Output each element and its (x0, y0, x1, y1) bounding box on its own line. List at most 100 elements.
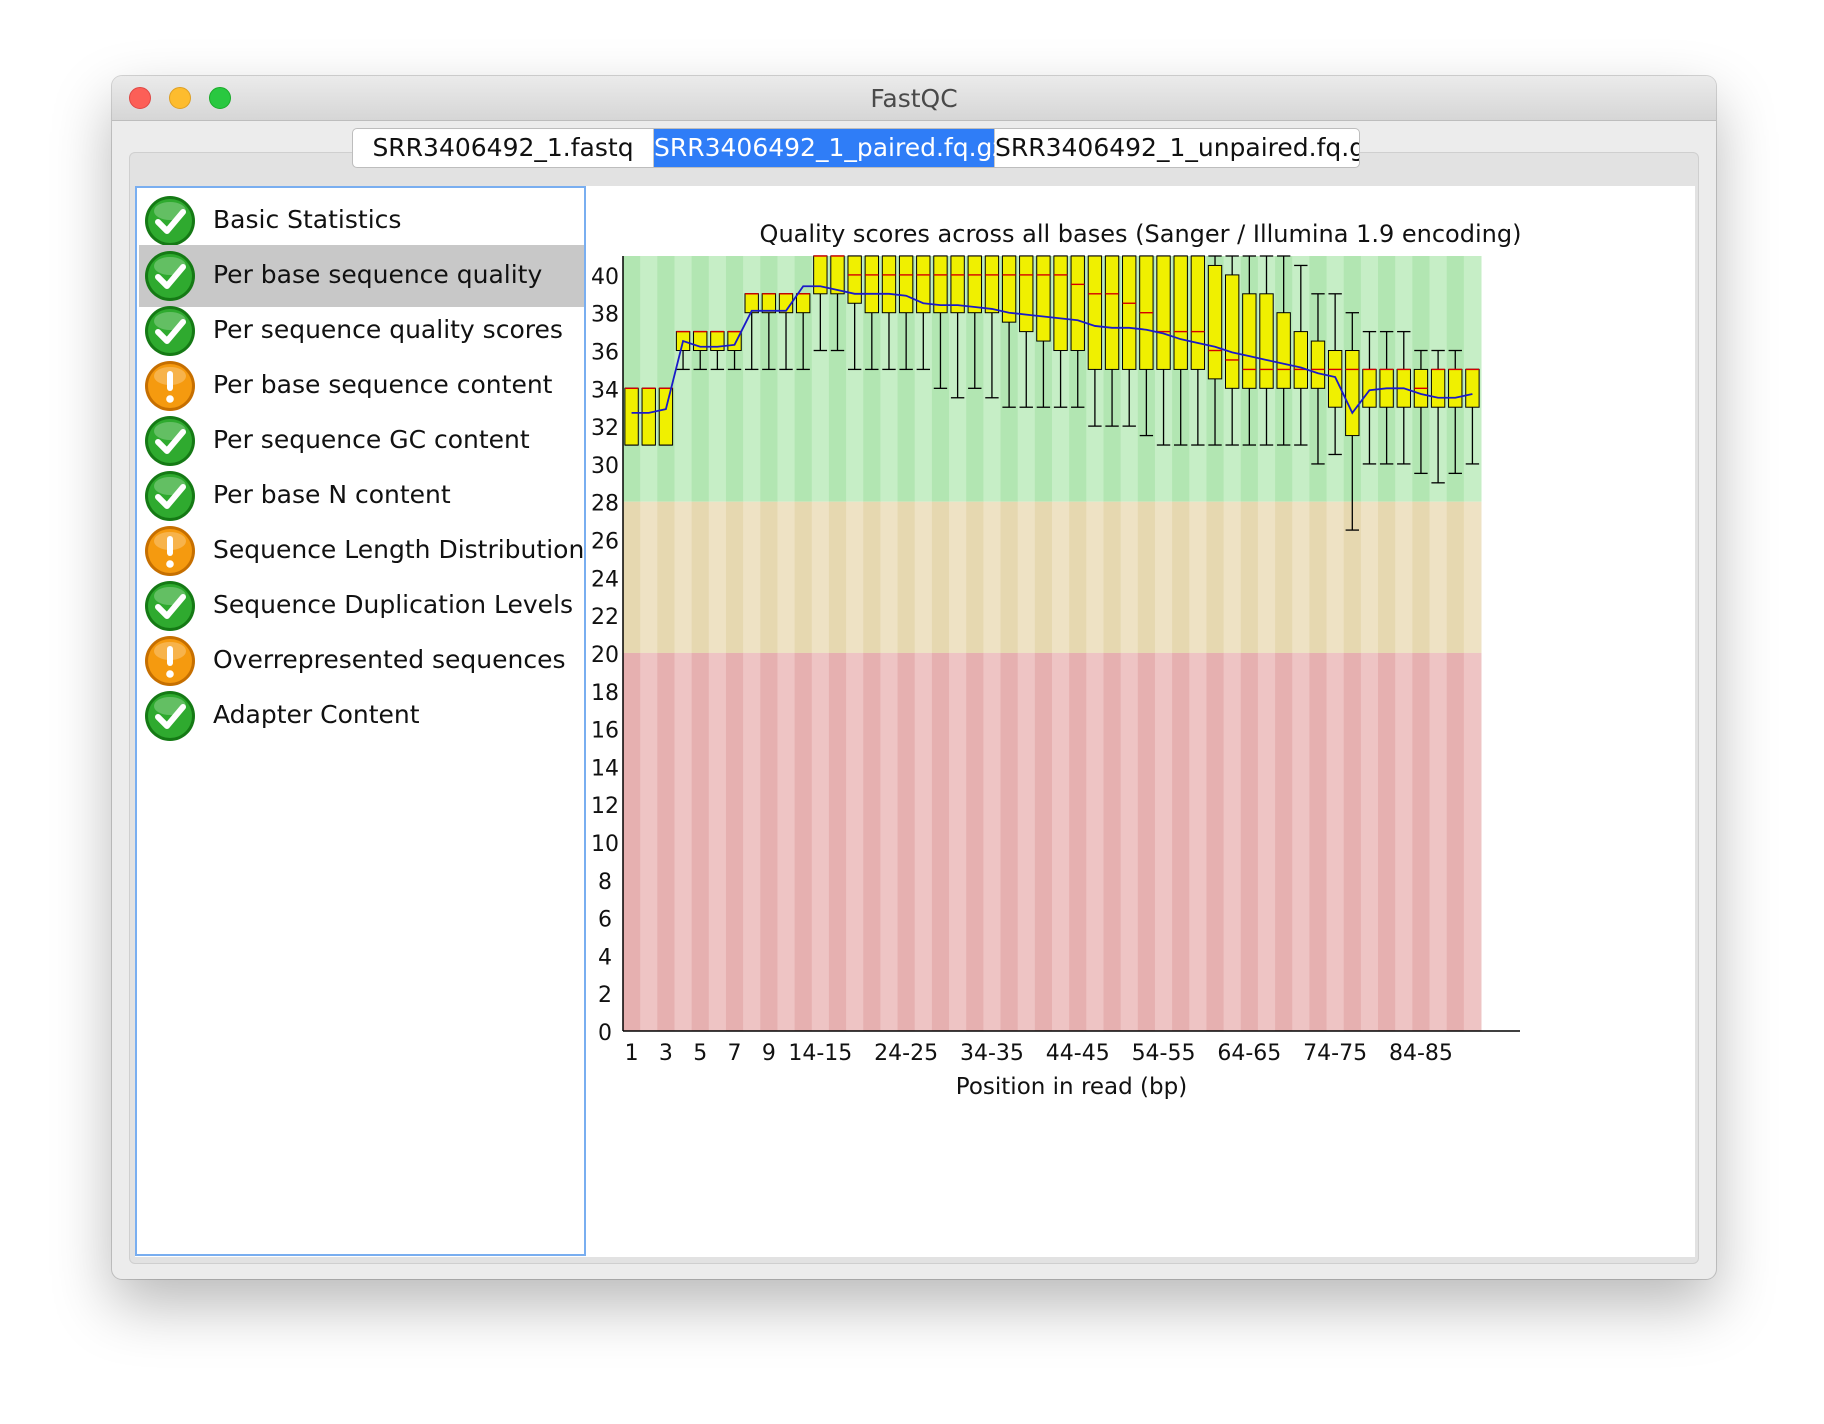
zone-good-stripe (914, 256, 933, 502)
box (710, 331, 725, 352)
warning-icon (143, 524, 197, 578)
zone-warn-stripe (1103, 501, 1122, 653)
x-tick-label: 3 (659, 1041, 673, 1066)
module-item-sequence-duplication-levels[interactable]: Sequence Duplication Levels (139, 575, 584, 637)
y-tick-label: 28 (591, 492, 619, 517)
zone-warn-stripe (1395, 501, 1413, 653)
box (1310, 340, 1326, 389)
x-tick-label: 74-75 (1303, 1041, 1367, 1066)
zone-warn-stripe (1223, 501, 1242, 653)
box (1276, 312, 1291, 389)
file-tabs: SRR3406492_1.fastq SRR3406492_1_paired.f… (352, 128, 1360, 168)
box (744, 293, 759, 314)
x-tick-label: 54-55 (1132, 1041, 1196, 1066)
zone-good-stripe (863, 256, 881, 502)
zone-bad-stripe (657, 652, 675, 1031)
box (898, 255, 914, 314)
box (1259, 293, 1274, 389)
zone-good-stripe (708, 256, 727, 502)
title-bar: FastQC (112, 76, 1716, 121)
module-item-per-base-n-content[interactable]: Per base N content (139, 465, 584, 527)
zone-warn-stripe (760, 501, 778, 653)
zone-warn-stripe (1463, 501, 1482, 653)
zone-bad-stripe (674, 652, 693, 1031)
zone-bad-stripe (794, 652, 813, 1031)
zone-bad-stripe (1137, 652, 1156, 1031)
module-item-overrepresented-sequences[interactable]: Overrepresented sequences (139, 630, 584, 692)
module-label: Per base sequence content (213, 370, 553, 399)
box (1224, 274, 1240, 389)
module-item-per-sequence-quality-scores[interactable]: Per sequence quality scores (139, 300, 584, 362)
zone-good-stripe (743, 256, 761, 502)
zone-warn-stripe (931, 501, 950, 653)
tab-unpaired[interactable]: SRR3406492_1_unpaired.fq.gz (995, 133, 1360, 162)
zone-warn-stripe (846, 501, 864, 653)
zone-bad-stripe (1326, 652, 1345, 1031)
zone-warn-stripe (1189, 501, 1207, 653)
zone-warn-stripe (983, 501, 1002, 653)
zoom-window-button[interactable] (209, 87, 231, 109)
zone-warn-stripe (657, 501, 675, 653)
module-item-per-base-sequence-content[interactable]: Per base sequence content (139, 355, 584, 417)
zone-warn-stripe (1052, 501, 1070, 653)
y-tick-label: 30 (591, 454, 619, 479)
zone-warn-stripe (691, 501, 710, 653)
box (1053, 255, 1068, 352)
zone-warn-stripe (725, 501, 744, 653)
module-item-sequence-length-distribution[interactable]: Sequence Length Distribution (139, 520, 584, 582)
x-tick-label: 14-15 (788, 1041, 852, 1066)
box (933, 255, 948, 314)
zone-bad-stripe (1360, 652, 1379, 1031)
zone-bad-stripe (1223, 652, 1242, 1031)
y-tick-label: 32 (591, 416, 619, 441)
box (1104, 255, 1120, 370)
zone-bad-stripe (828, 652, 847, 1031)
x-tick-label: 5 (693, 1041, 707, 1066)
y-tick-label: 6 (598, 908, 612, 933)
box (984, 255, 1000, 314)
zone-warn-stripe (914, 501, 933, 653)
box (967, 255, 982, 314)
zone-bad-stripe (966, 652, 984, 1031)
zone-bad-stripe (1257, 652, 1276, 1031)
tab-paired[interactable]: SRR3406492_1_paired.fq.gz (654, 129, 1006, 167)
y-tick-label: 40 (591, 265, 619, 290)
zone-bad-stripe (1343, 652, 1362, 1031)
y-tick-label: 0 (598, 1021, 612, 1046)
zone-bad-stripe (743, 652, 761, 1031)
close-window-button[interactable] (129, 87, 151, 109)
zone-bad-stripe (691, 652, 710, 1031)
zone-warn-stripe (1309, 501, 1328, 653)
module-item-per-base-sequence-quality[interactable]: Per base sequence quality (139, 245, 584, 307)
zone-warn-stripe (1034, 501, 1053, 653)
box (1087, 255, 1103, 370)
y-tick-label: 8 (598, 870, 612, 895)
zone-good-stripe (777, 256, 796, 502)
check-icon (143, 194, 197, 248)
minimize-window-button[interactable] (169, 87, 191, 109)
box (1207, 264, 1223, 380)
tab-fastq[interactable]: SRR3406492_1.fastq (353, 129, 654, 167)
zone-bad-stripe (1052, 652, 1070, 1031)
box (1070, 255, 1085, 352)
zone-bad-stripe (760, 652, 778, 1031)
module-item-per-sequence-gc-content[interactable]: Per sequence GC content (139, 410, 584, 472)
box (1345, 350, 1360, 437)
module-item-adapter-content[interactable]: Adapter Content (139, 685, 584, 747)
zone-good-stripe (725, 256, 744, 502)
module-label: Per sequence quality scores (213, 315, 563, 344)
zone-warn-stripe (1000, 501, 1019, 653)
zone-bad-stripe (1172, 652, 1190, 1031)
zone-bad-stripe (1412, 652, 1431, 1031)
zone-warn-stripe (674, 501, 693, 653)
box (881, 255, 897, 314)
zone-warn-stripe (1378, 501, 1396, 653)
check-icon (143, 304, 197, 358)
zone-good-stripe (897, 256, 916, 502)
zone-bad-stripe (1275, 652, 1293, 1031)
y-tick-label: 2 (598, 983, 612, 1008)
zone-bad-stripe (623, 652, 641, 1031)
zone-good-stripe (657, 256, 675, 502)
module-item-basic-statistics[interactable]: Basic Statistics (139, 190, 584, 252)
check-icon (143, 414, 197, 468)
